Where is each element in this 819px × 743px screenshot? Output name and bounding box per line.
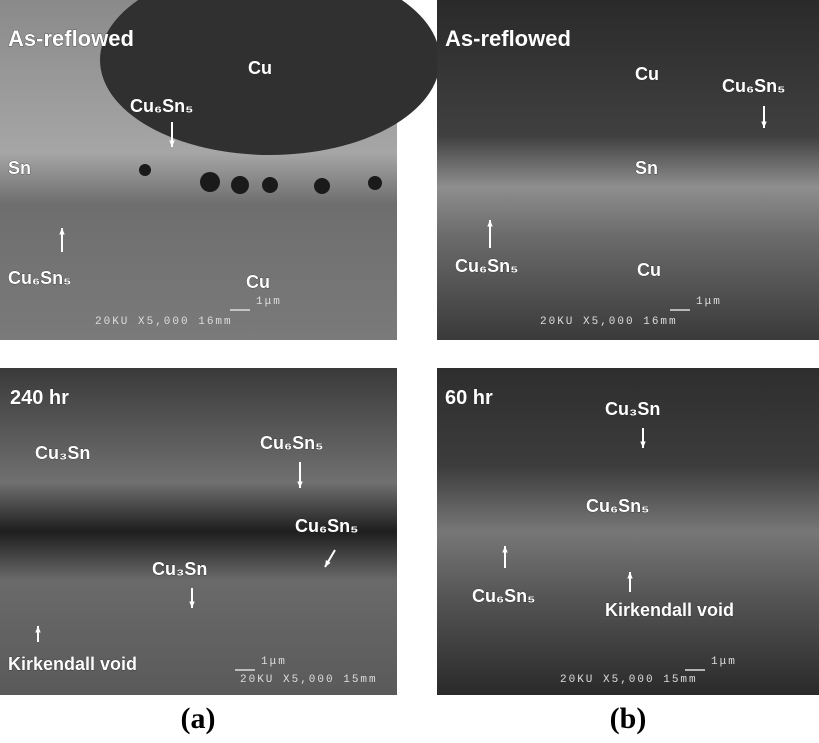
label: Cu₆Sn₅ xyxy=(722,76,785,96)
label: As-reflowed xyxy=(8,26,134,51)
scale-label: 1μm xyxy=(261,656,287,668)
micrographs xyxy=(0,0,819,695)
micrograph-info: 20KU X5,000 16mm xyxy=(540,316,678,328)
micrograph-info: 20KU X5,000 15mm xyxy=(560,674,698,686)
label: Kirkendall void xyxy=(8,654,137,674)
label: Cu₃Sn xyxy=(35,443,90,463)
label: Cu xyxy=(248,58,272,78)
label: Cu₆Sn₅ xyxy=(260,433,323,453)
label: Cu xyxy=(635,64,659,84)
scale-label: 1μm xyxy=(256,296,282,308)
label: Cu₆Sn₅ xyxy=(455,256,518,276)
label: Sn xyxy=(635,158,658,178)
label: Cu₆Sn₅ xyxy=(586,496,649,516)
label: 60 hr xyxy=(445,387,493,409)
micrograph-info: 20KU X5,000 15mm xyxy=(240,674,378,686)
label: 240 hr xyxy=(10,387,69,409)
micrograph-info: 20KU X5,000 16mm xyxy=(95,316,233,328)
label: Sn xyxy=(8,158,31,178)
label: Cu₆Sn₅ xyxy=(8,268,71,288)
caption: (a) xyxy=(181,702,216,735)
label: Cu₆Sn₅ xyxy=(295,516,358,536)
micrograph xyxy=(437,0,819,340)
scale-label: 1μm xyxy=(696,296,722,308)
label: Cu₆Sn₅ xyxy=(130,96,193,116)
label: Cu₃Sn xyxy=(605,399,660,419)
figure: As-reflowed Cu Cu₆Sn₅ Sn Cu₆Sn₅ Cu 1μm 20KU X5,… xyxy=(0,0,819,743)
scale-label: 1μm xyxy=(711,656,737,668)
label: Cu xyxy=(637,260,661,280)
label: Cu₆Sn₅ xyxy=(472,586,535,606)
caption: (b) xyxy=(610,702,647,735)
label: As-reflowed xyxy=(445,26,571,51)
label: Kirkendall void xyxy=(605,600,734,620)
label: Cu₃Sn xyxy=(152,559,207,579)
label: Cu xyxy=(246,272,270,292)
